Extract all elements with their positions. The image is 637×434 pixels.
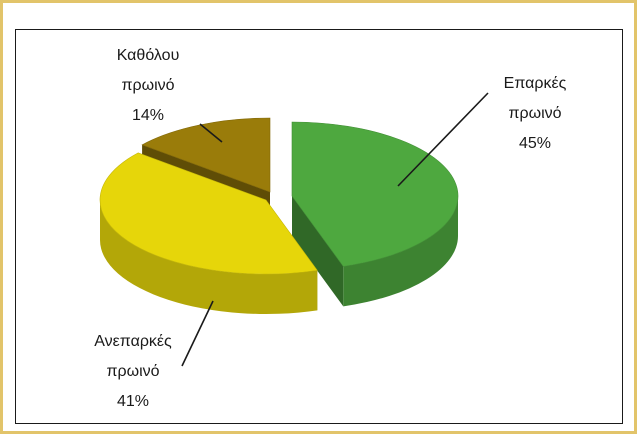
label-katholou-line2: πρωινό [121, 77, 174, 94]
label-anepark-line1: Ανεπαρκές [94, 333, 172, 350]
label-katholou-pct: 14% [132, 107, 164, 124]
slice-0-outer-wall-0 [343, 196, 458, 307]
leader-line-katholou [199, 123, 223, 143]
slice-1-outer-wall-0 [100, 200, 318, 314]
label-epark-pct: 45% [519, 135, 551, 152]
slice-1-top [99, 152, 318, 275]
slice-0-cut-face-1 [292, 196, 344, 307]
label-epark-line2: πρωινό [508, 105, 561, 122]
slice-0-top [291, 121, 459, 267]
pie-slices [99, 117, 459, 314]
leader-line-anepark [181, 300, 214, 367]
label-anepark-line2: πρωινό [106, 363, 159, 380]
label-epark-line1: Επαρκές [504, 75, 567, 92]
pie-top-faces [99, 117, 459, 275]
label-anepark-pct: 41% [117, 393, 149, 410]
slice-2-top [141, 117, 271, 193]
label-katholou-line1: Καθόλου [117, 47, 180, 64]
leader-line-epark [397, 92, 489, 187]
